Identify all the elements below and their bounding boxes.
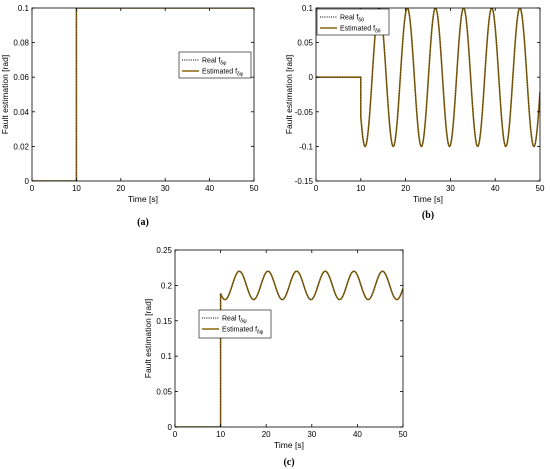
y-tick-label: -0.15 — [295, 177, 314, 186]
y-tick-label: 0 — [25, 177, 30, 186]
y-tick-label: -0.1 — [299, 142, 313, 151]
y-tick-label: 0.1 — [161, 352, 173, 361]
legend-subscript: δψ — [240, 319, 247, 325]
plot-frame — [174, 249, 404, 428]
plot-frame — [31, 7, 255, 182]
y-tick-label: 0.2 — [161, 281, 173, 290]
chart-panel-a: 0 10 20 30 40 50 0 0.02 0.04 0.06 0.08 0.1 Time [s] F… — [0, 4, 259, 228]
x-tick-label: 40 — [205, 184, 214, 193]
y-tick-label: -0.05 — [295, 108, 314, 117]
legend-subscript: δθ — [358, 18, 364, 24]
y-tick-label: 0.08 — [13, 39, 29, 48]
legend-subscript: δθ — [375, 29, 381, 35]
legend-subscript: δφ — [220, 61, 227, 67]
x-tick-label: 50 — [399, 430, 408, 439]
x-tick-label: 30 — [307, 430, 316, 439]
x-tick-label: 10 — [356, 184, 365, 193]
series-estimated-line — [32, 8, 254, 181]
legend-subscript: δφ — [237, 72, 244, 78]
x-tick-label: 40 — [353, 430, 362, 439]
series-real-line — [32, 8, 254, 181]
legend-label-estimated: Estimated fδθ — [340, 26, 381, 35]
x-axis-title: Time [s] — [128, 194, 158, 204]
panel-label: (b) — [422, 210, 434, 221]
legend-label-estimated: Estimated fδψ — [222, 327, 264, 336]
y-tick-label: 0.02 — [13, 142, 29, 151]
panel-label: (c) — [283, 457, 294, 468]
legend-label-real: Real fδφ — [202, 58, 227, 67]
x-tick-label: 10 — [216, 430, 225, 439]
curves-c — [175, 270, 403, 427]
curves-b — [316, 8, 540, 148]
series-estimated-line — [316, 8, 540, 148]
x-tick-label: 20 — [116, 184, 125, 193]
series-estimated-line — [175, 270, 403, 427]
x-tick-label: 40 — [491, 184, 500, 193]
chart-panel-b: 0 10 20 30 40 50 -0.15 -0.1 -0.05 0 0.05 0.1 Time [s… — [284, 4, 545, 221]
x-axis-title: Time [s] — [413, 194, 443, 204]
x-tick-label: 0 — [314, 184, 319, 193]
y-tick-label: 0.25 — [156, 246, 172, 255]
y-tick-label: 0.15 — [156, 317, 172, 326]
y-tick-label: 0.06 — [13, 73, 29, 82]
legend-box — [198, 309, 272, 339]
y-axis-title: Fault estimation [rad] — [143, 299, 153, 378]
series-real-line — [175, 270, 403, 427]
panel-label: (a) — [137, 217, 149, 228]
legend-subscript: δψ — [257, 330, 264, 336]
y-tick-label: 0.05 — [297, 39, 313, 48]
x-tick-label: 20 — [262, 430, 271, 439]
legend-box — [316, 8, 390, 36]
x-tick-label: 30 — [446, 184, 455, 193]
legend-label-real: Real fδψ — [222, 316, 247, 325]
legend: Real fδψ Estimated fδψ — [198, 309, 272, 339]
y-tick-label: 0.1 — [302, 4, 314, 13]
x-axis-title: Time [s] — [274, 440, 304, 450]
y-tick-label: 0.05 — [156, 388, 172, 397]
x-tick-label: 50 — [250, 184, 259, 193]
legend-label-real: Real fδθ — [340, 15, 364, 24]
y-tick-label: 0.1 — [18, 4, 30, 13]
legend-label-estimated: Estimated fδφ — [202, 69, 244, 78]
y-tick-label: 0 — [168, 423, 173, 432]
x-tick-label: 0 — [173, 430, 178, 439]
legend: Real fδθ Estimated fδθ — [316, 8, 390, 36]
y-axis-title: Fault estimation [rad] — [0, 55, 10, 134]
y-tick-label: 0.04 — [13, 108, 29, 117]
x-tick-label: 50 — [536, 184, 545, 193]
x-tick-label: 0 — [30, 184, 35, 193]
x-tick-label: 10 — [72, 184, 81, 193]
y-axis-title: Fault estimation [rad] — [284, 55, 294, 134]
y-tick-label: 0 — [309, 73, 314, 82]
legend: Real fδφ Estimated fδφ — [178, 51, 252, 79]
x-tick-label: 30 — [161, 184, 170, 193]
plot-frame — [315, 7, 541, 182]
curves-a — [32, 8, 254, 181]
legend-box — [178, 51, 252, 79]
x-tick-label: 20 — [401, 184, 410, 193]
chart-panel-c: 0 10 20 30 40 50 0 0.05 0.1 0.15 0.2 0.25 Time [s] Fa… — [143, 246, 408, 468]
